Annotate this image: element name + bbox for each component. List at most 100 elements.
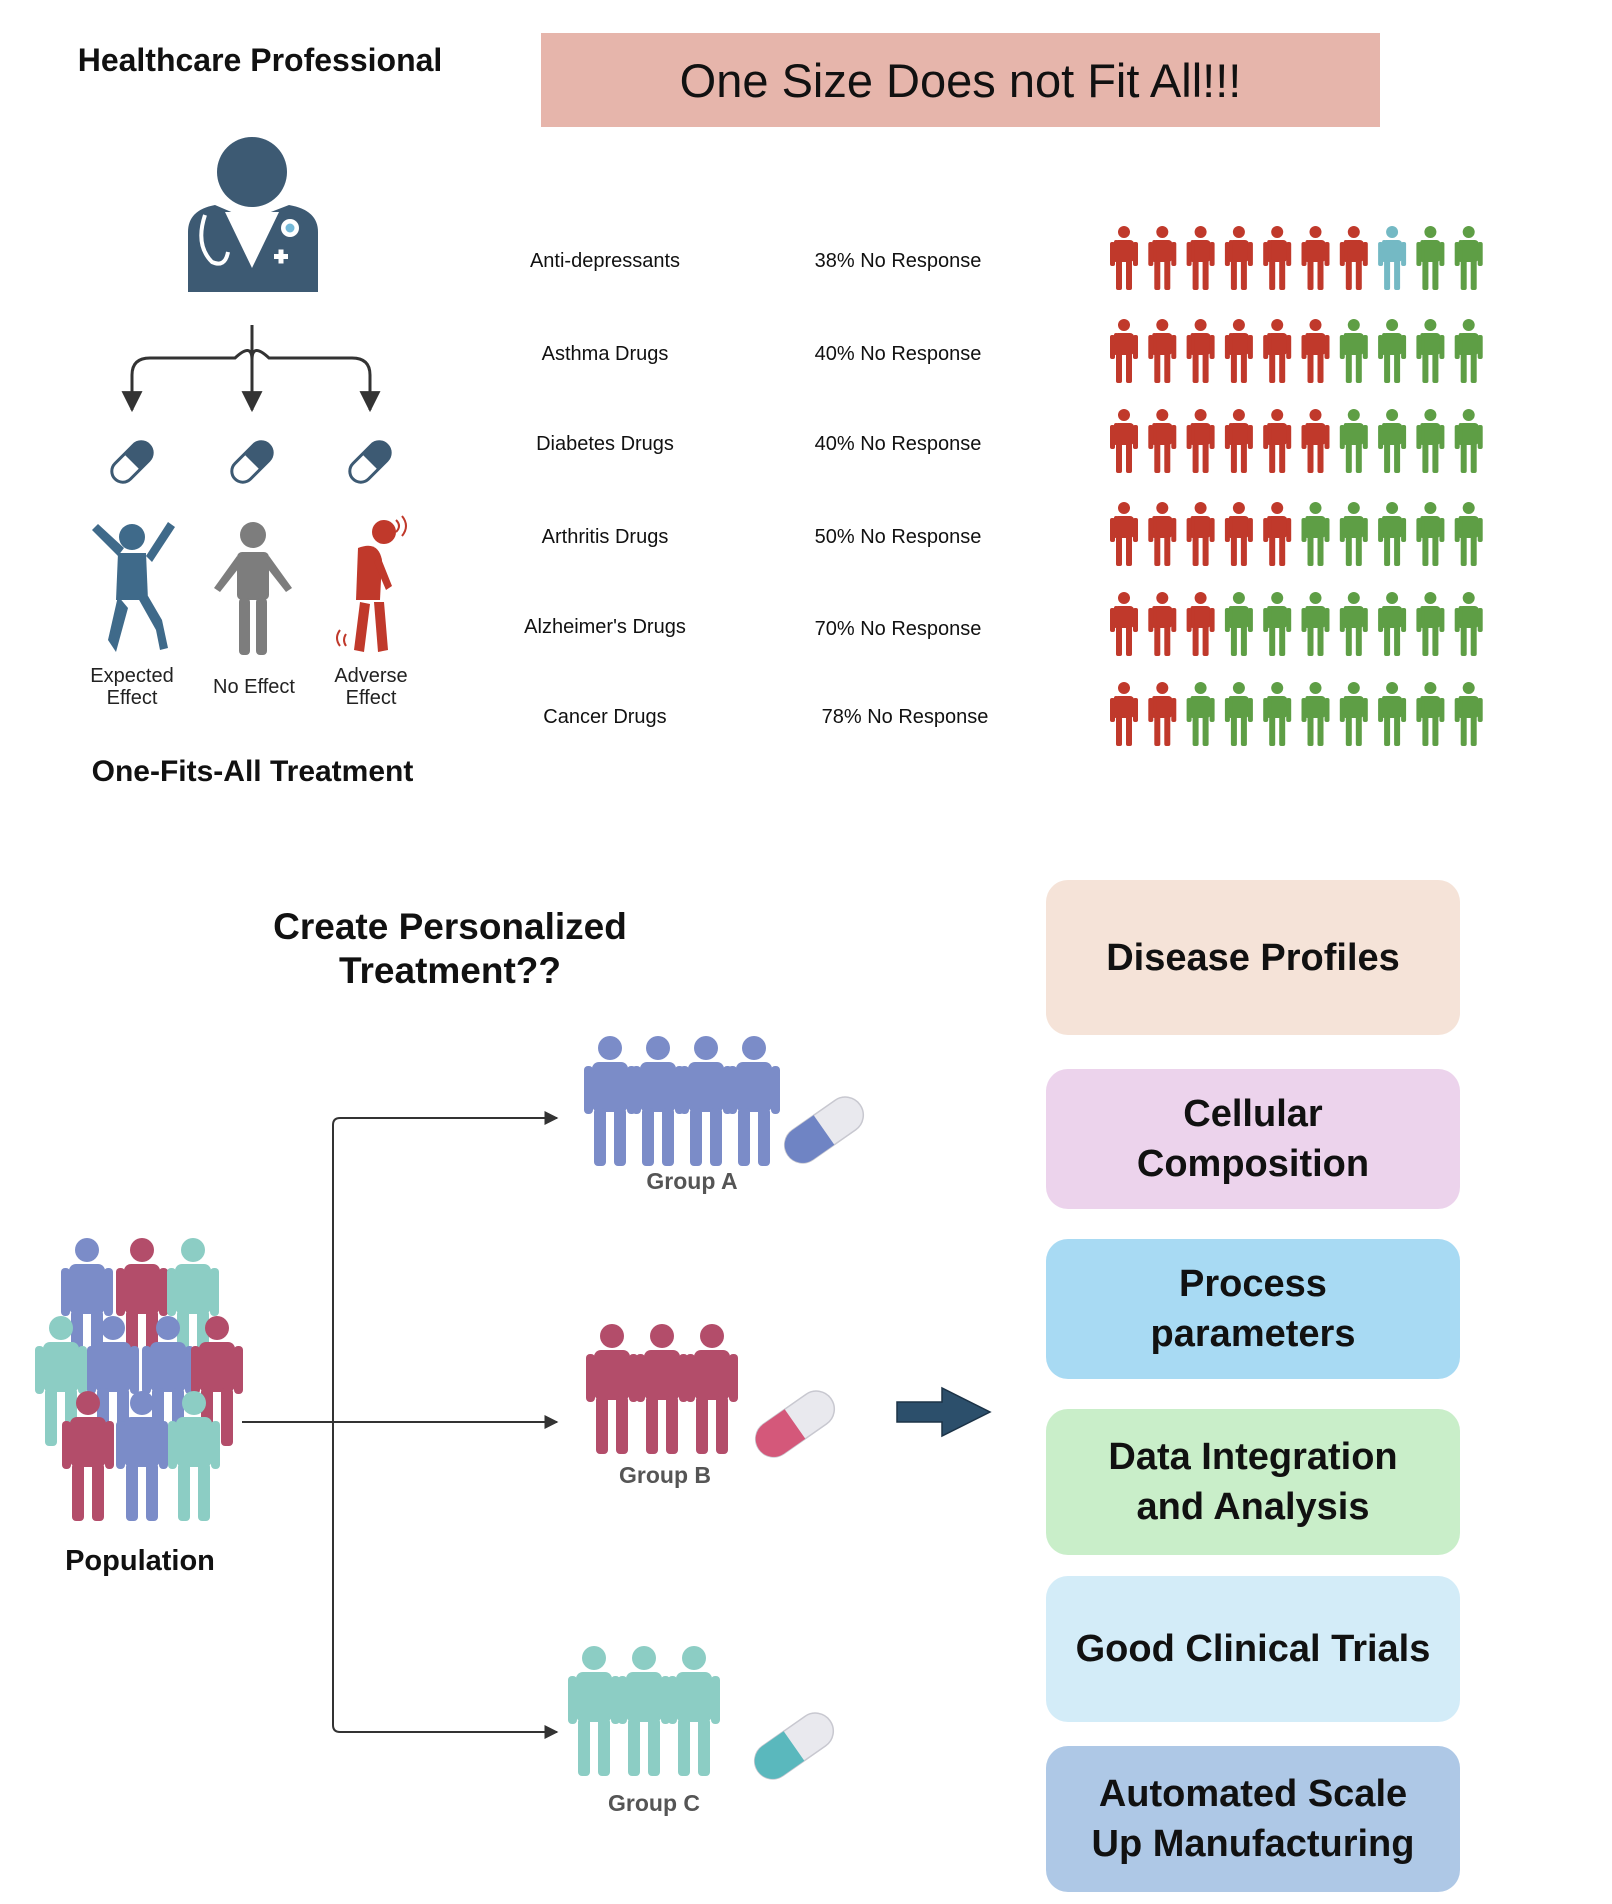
- group-c-label: Group C: [608, 1790, 700, 1816]
- person-icon: [1224, 682, 1253, 746]
- group-a-label: Group A: [646, 1168, 738, 1194]
- adverse-effect-figure: [336, 515, 407, 652]
- population-crowd: [35, 1238, 243, 1521]
- pill-icon: [348, 440, 392, 484]
- outcome-line: Expected: [90, 665, 174, 687]
- factor-good-clinical-trials: Good Clinical Trials: [1046, 1576, 1460, 1722]
- person-icon: [1148, 409, 1177, 473]
- factor-line: Disease Profiles: [1106, 936, 1400, 979]
- person-icon: [1378, 226, 1407, 290]
- factor-line: Good Clinical Trials: [1075, 1628, 1431, 1670]
- right-arrow-icon: [896, 1386, 992, 1438]
- outcome-line: No Effect: [213, 676, 295, 698]
- person-icon: [1148, 226, 1177, 290]
- person-icon: [1148, 682, 1177, 746]
- drug-response: 50% No Response: [814, 526, 982, 548]
- outcome-line: Adverse: [334, 665, 408, 687]
- person-icon: [1110, 409, 1138, 473]
- outcome-line: Effect: [345, 687, 397, 709]
- factor-line: parameters: [1150, 1313, 1356, 1355]
- person-icon: [1416, 226, 1445, 290]
- group-b-label: Group B: [619, 1462, 711, 1488]
- group-person-icon: [586, 1324, 638, 1454]
- factor-line: and Analysis: [1136, 1486, 1370, 1528]
- factor-disease-profiles: Disease Profiles: [1046, 880, 1460, 1035]
- person-icon: [1416, 682, 1445, 746]
- drug-response: 78% No Response: [821, 706, 989, 728]
- outcome-line: Effect: [106, 687, 158, 709]
- person-icon: [1301, 409, 1330, 473]
- one-fits-all-title: One-Fits-All Treatment: [91, 755, 414, 788]
- person-icon: [1454, 682, 1483, 746]
- person-icon: [1224, 502, 1253, 566]
- person-icon: [1416, 319, 1445, 383]
- person-icon: [1186, 592, 1215, 656]
- person-icon: [1416, 409, 1445, 473]
- factor-process-parameters: Process parameters: [1046, 1239, 1460, 1379]
- drug-response: 40% No Response: [814, 433, 982, 455]
- pill-icon: [230, 440, 274, 484]
- person-icon: [1301, 502, 1330, 566]
- person-icon: [1224, 226, 1253, 290]
- person-icon: [1110, 226, 1138, 290]
- drug-response: 40% No Response: [814, 343, 982, 365]
- person-icon: [1263, 409, 1292, 473]
- person-icon: [1378, 682, 1407, 746]
- person-icon: [1301, 592, 1330, 656]
- person-icon: [1186, 682, 1215, 746]
- drug-response: 38% No Response: [814, 250, 982, 272]
- expected-effect-figure: [92, 522, 175, 652]
- factor-line: Data Integration: [1108, 1436, 1398, 1478]
- person-icon: [1110, 682, 1138, 746]
- drug-name: Diabetes Drugs: [536, 433, 674, 455]
- factor-automated-manufacturing: Automated Scale Up Manufacturing: [1046, 1746, 1460, 1892]
- group-person-icon: [728, 1036, 780, 1166]
- response-pictogram: [1110, 226, 1483, 746]
- person-icon: [1378, 409, 1407, 473]
- drug-name: Anti-depressants: [529, 250, 681, 272]
- factor-line: Cellular: [1183, 1093, 1323, 1135]
- person-icon: [1416, 502, 1445, 566]
- person-icon: [1263, 319, 1292, 383]
- person-icon: [1186, 319, 1215, 383]
- person-icon: [1110, 502, 1138, 566]
- group-person-icon: [618, 1646, 670, 1776]
- person-icon: [1186, 409, 1215, 473]
- capsule-icon: [754, 1390, 836, 1458]
- personalized-title-line: Create Personalized: [273, 906, 627, 947]
- person-icon: [1186, 226, 1215, 290]
- personalized-title: Create Personalized Treatment??: [250, 905, 650, 993]
- groups: [568, 1036, 865, 1780]
- person-icon: [1224, 409, 1253, 473]
- person-icon: [1339, 682, 1368, 746]
- person-icon: [1301, 226, 1330, 290]
- group-person-icon: [632, 1036, 684, 1166]
- person-icon: [1263, 592, 1292, 656]
- person-icon: [1454, 319, 1483, 383]
- outcome-label-adverse: Adverse Effect: [311, 665, 431, 709]
- healthcare-professional-title: Healthcare Professional: [77, 42, 443, 78]
- person-icon: [1148, 502, 1177, 566]
- group-person-icon: [686, 1324, 738, 1454]
- person-icon: [1263, 682, 1292, 746]
- person-icon: [1110, 592, 1138, 656]
- person-icon: [1339, 502, 1368, 566]
- group-person-icon: [568, 1646, 620, 1776]
- drug-name: Arthritis Drugs: [541, 526, 669, 548]
- person-icon: [1378, 502, 1407, 566]
- person-icon: [1186, 502, 1215, 566]
- person-icon: [1454, 592, 1483, 656]
- drug-name: Asthma Drugs: [541, 343, 669, 365]
- factor-line: Process: [1179, 1263, 1327, 1305]
- person-icon: [1263, 502, 1292, 566]
- person-icon: [1301, 682, 1330, 746]
- pill-icon: [110, 440, 154, 484]
- person-icon: [1263, 226, 1292, 290]
- factor-line: Composition: [1136, 1143, 1370, 1185]
- banner-text: One Size Does not Fit All!!!: [679, 53, 1242, 107]
- doctor-icon: [188, 137, 318, 292]
- factor-data-integration: Data Integration and Analysis: [1046, 1409, 1460, 1555]
- outcome-label-expected: Expected Effect: [72, 665, 192, 709]
- outcome-label-no-effect: No Effect: [192, 676, 316, 698]
- person-icon: [1148, 319, 1177, 383]
